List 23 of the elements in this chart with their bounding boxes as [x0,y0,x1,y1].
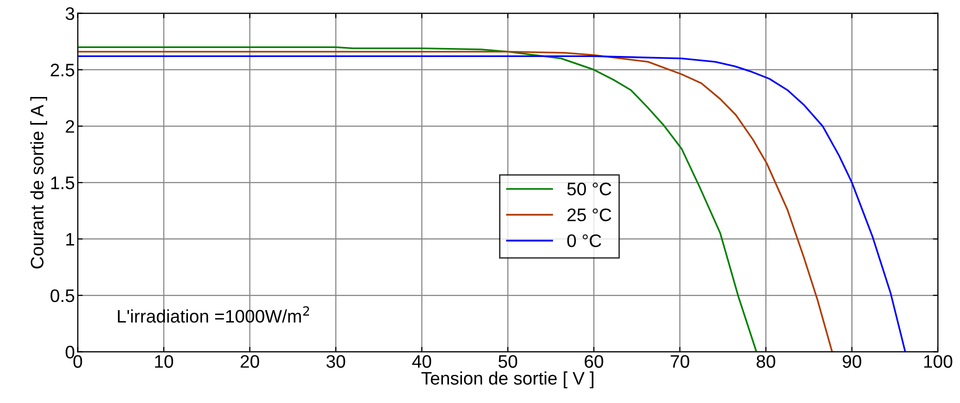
y-tick-label: 2 [66,120,74,133]
legend-label: 25 °C [567,208,612,222]
x-tick-label: 40 [412,355,432,368]
x-tick-label: 70 [670,355,690,368]
legend-label: 0 °C [567,234,602,248]
x-tick-label: 20 [240,355,260,368]
legend-label: 50 °C [567,182,612,196]
x-tick-label: 90 [842,355,862,368]
x-tick-label: 60 [584,355,604,368]
x-tick-label: 80 [756,355,776,368]
y-tick-label: 1 [66,233,74,246]
y-tick-label: 0 [66,346,74,359]
x-tick-label: 10 [155,355,174,368]
y-tick-label: 1.5 [51,176,74,190]
y-tick-label: 3 [66,7,74,20]
x-tick-label: 30 [326,355,346,368]
x-tick-label: 100 [924,355,952,368]
annotation: L'irradiation =1000W/m$^{2}$ [118,306,310,323]
x-tick-label: 50 [498,355,518,368]
y-axis-title: Courant de sortie [ A ] [30,97,48,268]
x-axis-title: Tension de sortie [ V ] [421,371,594,388]
y-tick-label: 2.5 [50,64,74,76]
y-tick-label: 0.5 [50,289,74,302]
